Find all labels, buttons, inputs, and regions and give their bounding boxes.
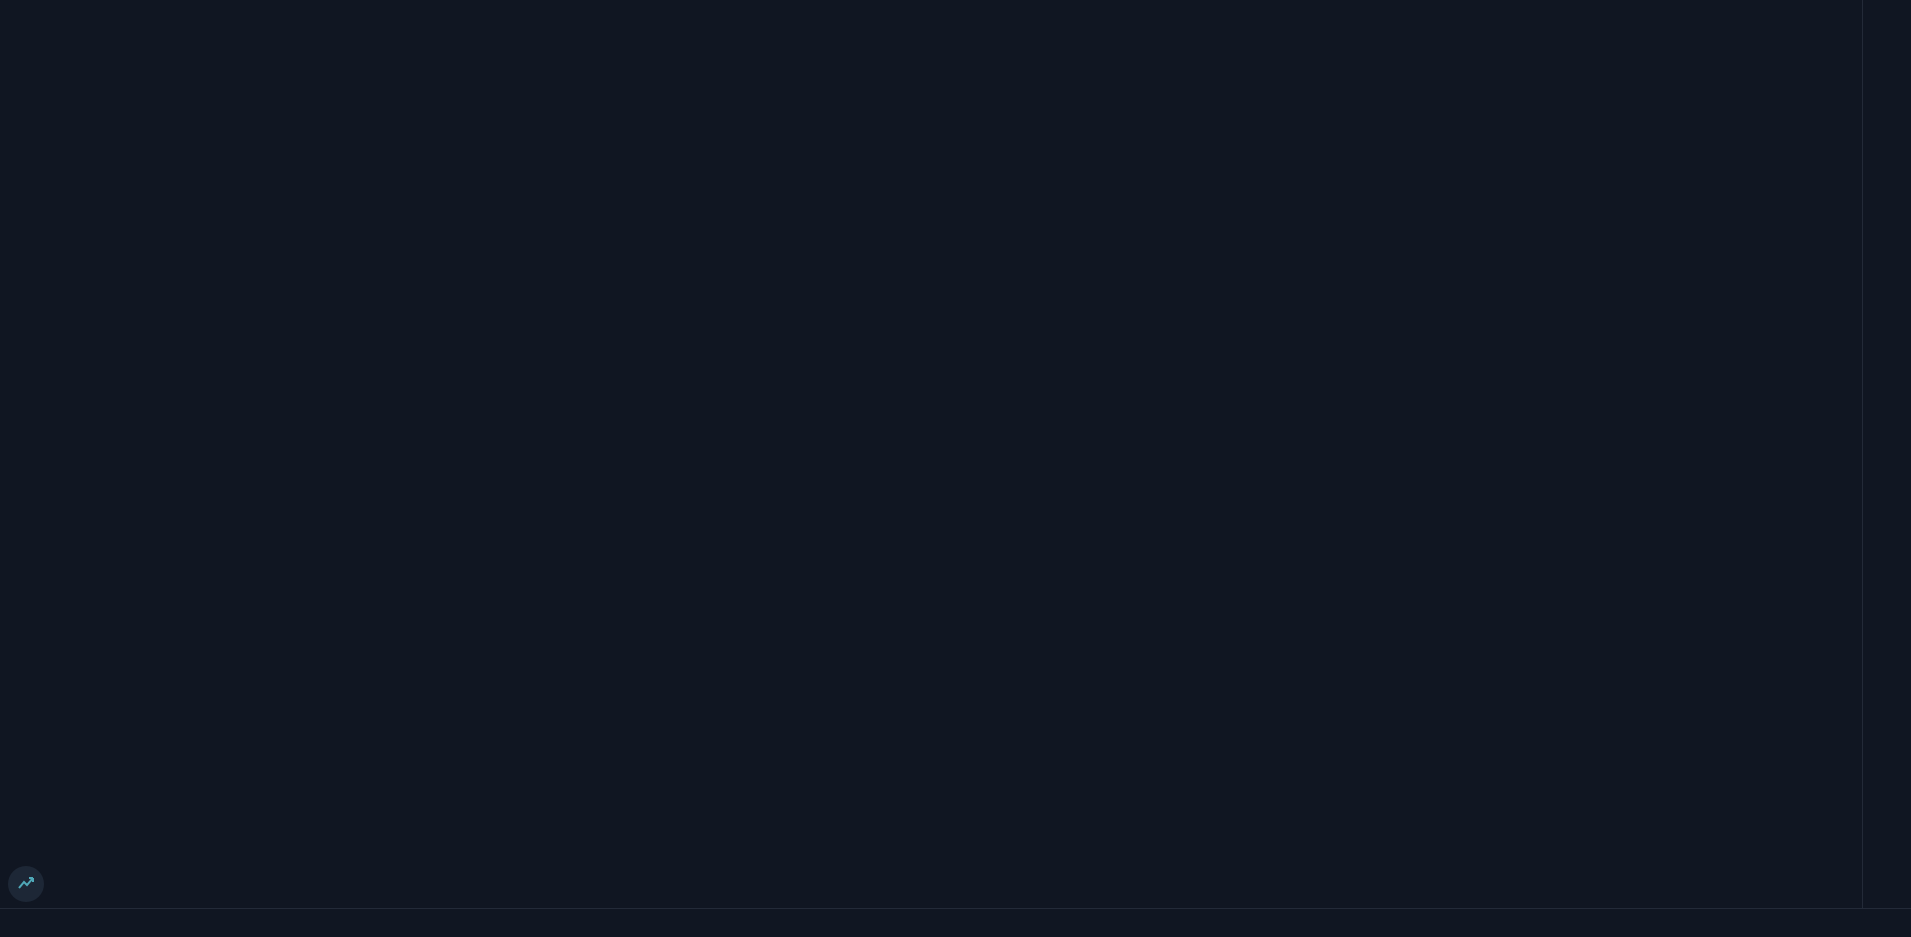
time-axis[interactable] [0, 908, 1911, 937]
logo-button[interactable] [8, 866, 44, 902]
price-axis[interactable] [1862, 0, 1911, 908]
chart-logo-icon [18, 877, 34, 889]
price-chart-canvas[interactable] [0, 0, 1862, 908]
